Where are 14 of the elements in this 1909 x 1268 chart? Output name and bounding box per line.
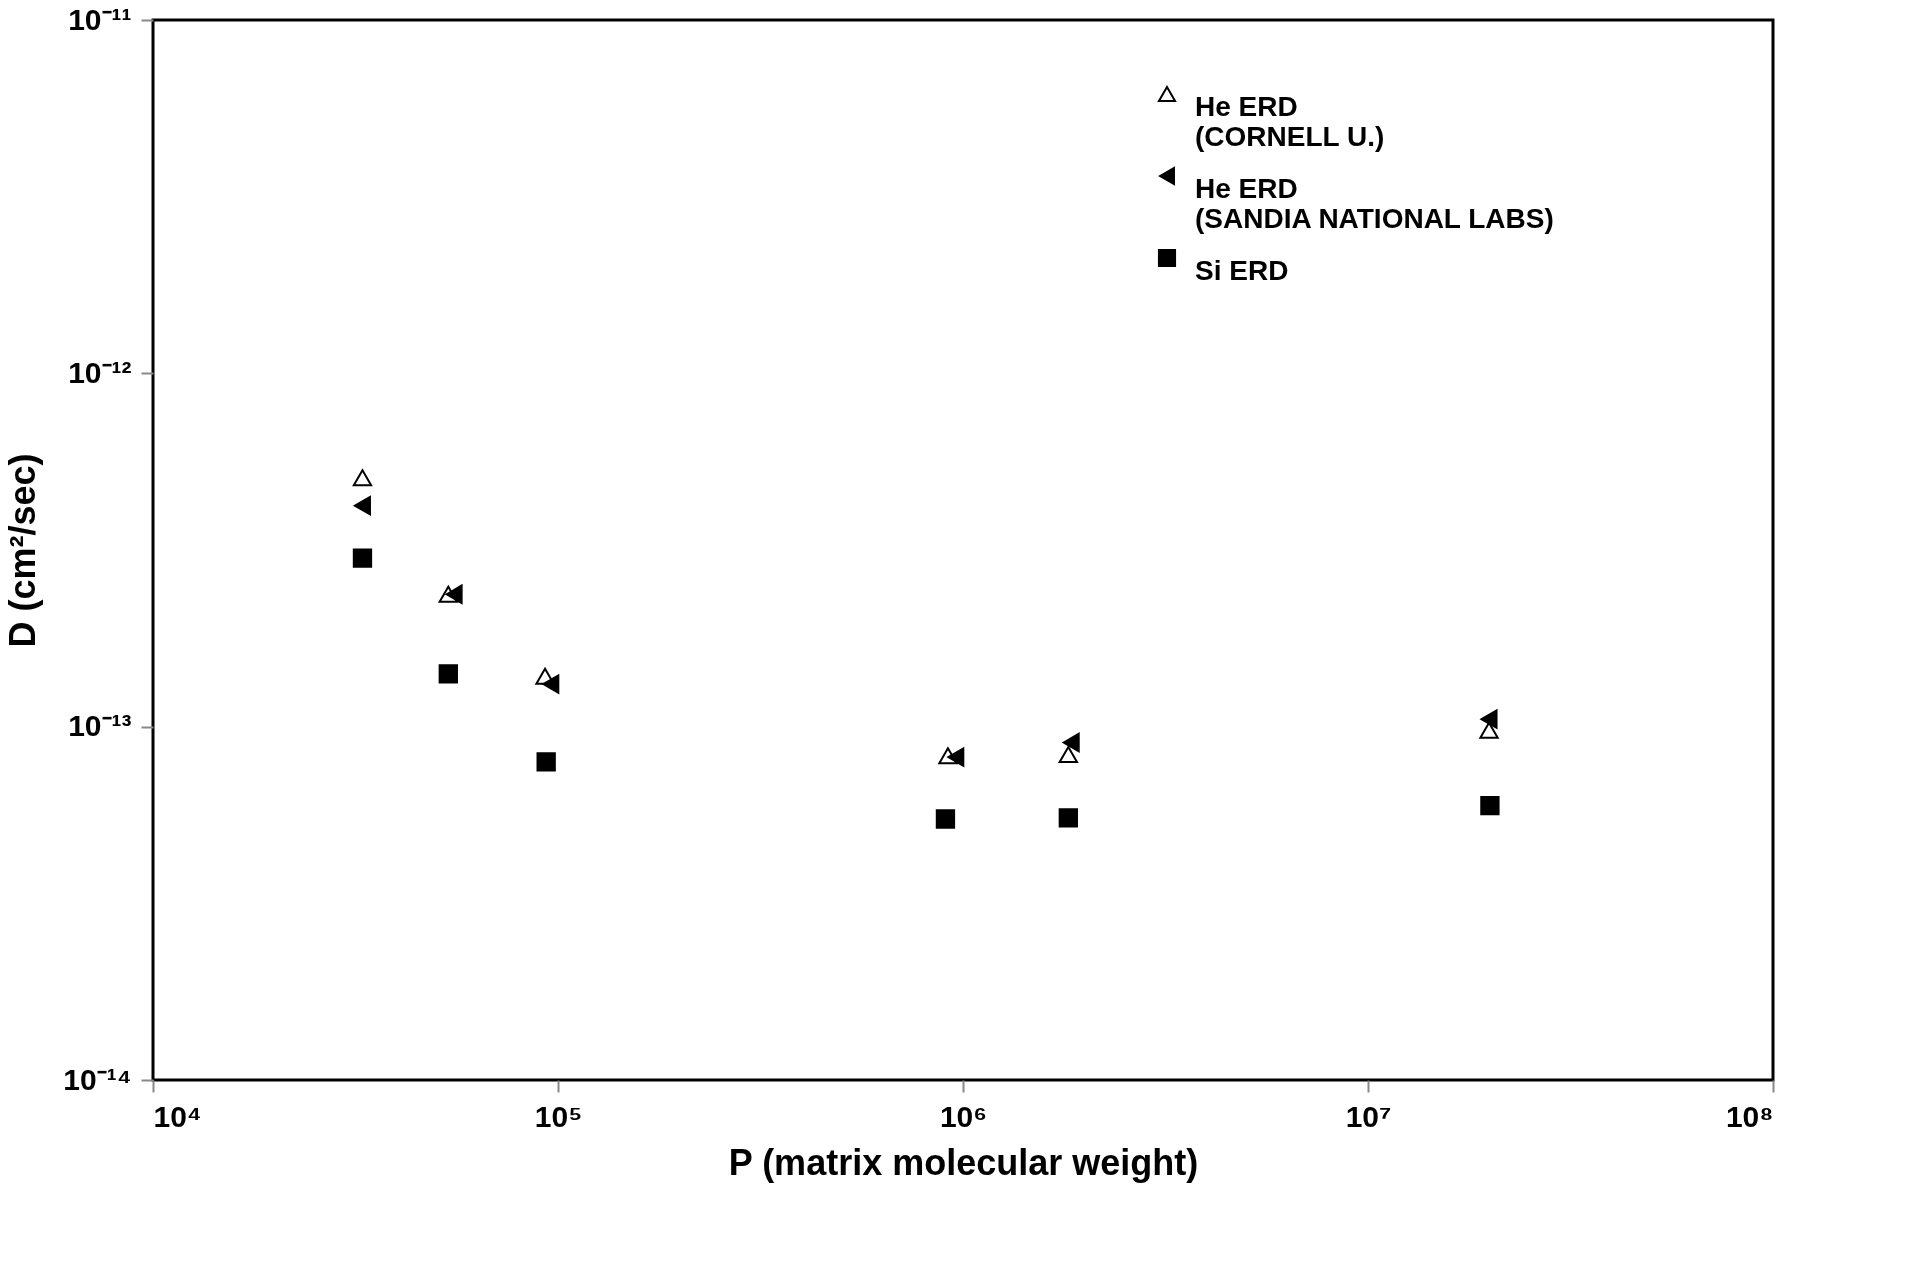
legend-label: Si ERD	[1195, 255, 1289, 286]
x-tick-label: 10⁴	[153, 1099, 202, 1133]
x-tick-label: 10⁶	[939, 1099, 988, 1133]
y-axis-title: D (cm²/sec)	[2, 453, 44, 648]
y-tick-label: 10⁻¹³	[68, 709, 132, 743]
x-axis-title: P (matrix molecular weight)	[728, 1141, 1199, 1183]
x-tick-label: 10⁸	[1725, 1099, 1774, 1133]
x-tick-label: 10⁷	[1345, 1099, 1392, 1133]
y-tick-label: 10⁻¹²	[68, 355, 132, 389]
x-tick-label: 10⁵	[534, 1099, 583, 1133]
legend-label: He ERD (CORNELL U.)	[1195, 91, 1385, 152]
y-tick-label: 10⁻¹¹	[68, 2, 132, 36]
y-tick-label: 10⁻¹⁴	[63, 1062, 132, 1096]
legend-label: He ERD (SANDIA NATIONAL LABS)	[1195, 173, 1554, 234]
